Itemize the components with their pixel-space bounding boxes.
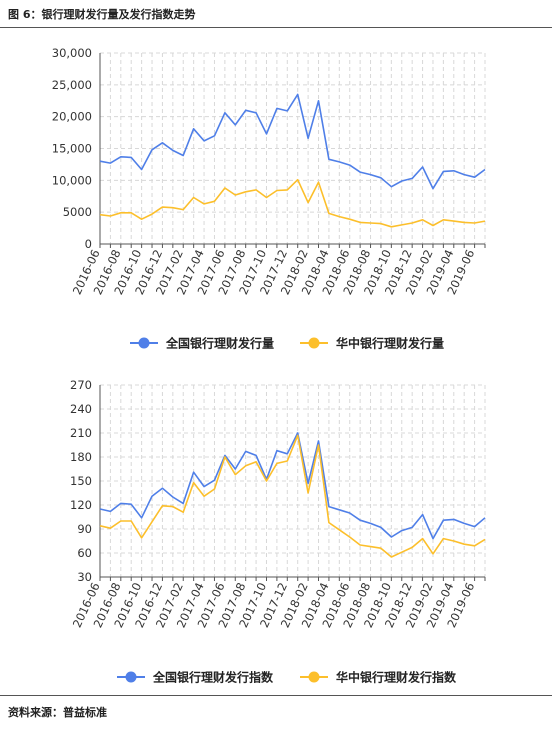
legend-marker [308, 337, 320, 349]
y-tick-label: 180 [70, 450, 92, 464]
chart-issuance-index: 3060901201501802102402702016-062016-0820… [70, 378, 486, 685]
y-tick-label: 120 [70, 498, 92, 512]
y-tick-label: 15,000 [52, 142, 92, 156]
series-line-central [99, 434, 486, 558]
y-tick-label: 20,000 [52, 110, 92, 124]
y-tick-label: 30 [77, 570, 92, 584]
y-tick-label: 0 [85, 237, 92, 251]
legend-label: 全国银行理财发行指数 [152, 670, 274, 685]
bottom-rule [0, 695, 552, 696]
legend-marker [308, 671, 320, 683]
y-tick-label: 10,000 [52, 173, 92, 187]
top-rule [0, 27, 552, 28]
y-tick-label: 270 [70, 378, 92, 392]
legend-label: 华中银行理财发行量 [336, 336, 444, 351]
series-line-central [99, 178, 486, 228]
legend-marker [138, 337, 150, 349]
y-tick-label: 60 [77, 546, 92, 560]
y-tick-label: 150 [70, 474, 92, 488]
y-tick-label: 90 [77, 522, 92, 536]
series-line-national [99, 432, 486, 540]
y-tick-label: 5000 [63, 205, 92, 219]
y-tick-label: 240 [70, 402, 92, 416]
figure-title: 图 6：银行理财发行量及发行指数走势 [8, 8, 196, 21]
y-tick-label: 210 [70, 426, 92, 440]
legend-label: 全国银行理财发行量 [165, 336, 274, 351]
y-tick-label: 30,000 [52, 46, 92, 60]
legend-marker [125, 671, 137, 683]
source-note: 资料来源：普益标准 [8, 706, 107, 719]
legend-label: 华中银行理财发行指数 [336, 670, 457, 685]
y-tick-label: 25,000 [52, 78, 92, 92]
chart-issuance-volume: 0500010,00015,00020,00025,00030,0002016-… [52, 46, 486, 351]
series-line-national [99, 93, 486, 190]
